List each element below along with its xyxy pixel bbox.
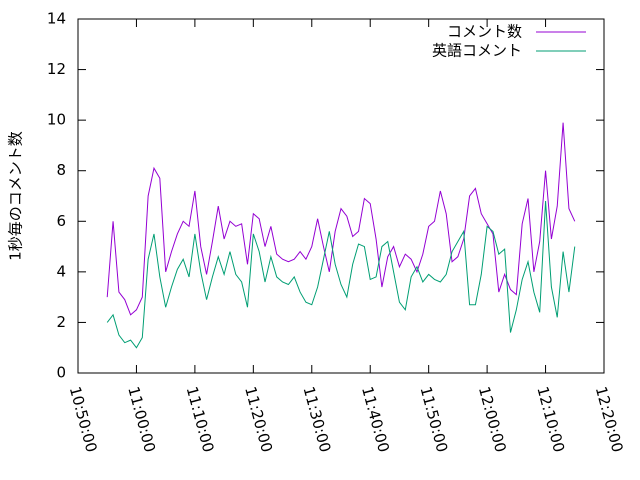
x-tick-label: 11:40:00: [358, 385, 393, 455]
y-tick-label: 12: [47, 60, 66, 78]
y-tick-label: 14: [47, 10, 66, 28]
plot-frame: [77, 18, 605, 374]
y-tick-label: 2: [56, 313, 66, 331]
legend-label: コメント数: [447, 23, 522, 41]
y-tick-label: 6: [56, 212, 66, 230]
y-tick-label: 4: [56, 262, 66, 280]
x-tick-label: 12:20:00: [592, 385, 627, 455]
legend-label: 英語コメント: [432, 42, 522, 60]
x-tick-label: 11:50:00: [416, 385, 451, 455]
x-tick-label: 11:10:00: [183, 385, 218, 455]
y-tick-label: 10: [47, 111, 66, 129]
series-line: [106, 201, 576, 349]
x-tick-label: 11:30:00: [300, 385, 335, 455]
x-tick-label: 10:50:00: [66, 385, 101, 455]
y-axis-label: 1秒毎のコメント数: [7, 131, 25, 261]
y-tick-label: 8: [56, 161, 66, 179]
x-tick-label: 12:10:00: [533, 385, 568, 455]
y-tick-label: 0: [56, 364, 66, 382]
x-tick-label: 11:00:00: [124, 385, 159, 455]
x-tick-label: 11:20:00: [241, 385, 276, 455]
series-line: [106, 122, 576, 316]
x-tick-label: 12:00:00: [475, 385, 510, 455]
